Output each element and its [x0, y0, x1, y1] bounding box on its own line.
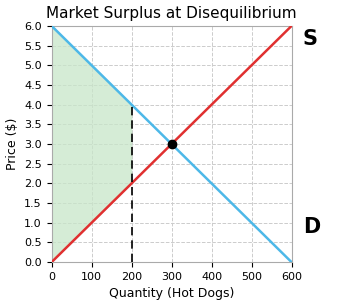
Text: D: D [303, 217, 320, 237]
X-axis label: Quantity (Hot Dogs): Quantity (Hot Dogs) [109, 287, 234, 300]
Text: S: S [303, 29, 318, 49]
Y-axis label: Price ($): Price ($) [6, 118, 19, 170]
Title: Market Surplus at Disequilibrium: Market Surplus at Disequilibrium [46, 6, 297, 21]
Polygon shape [51, 26, 132, 262]
